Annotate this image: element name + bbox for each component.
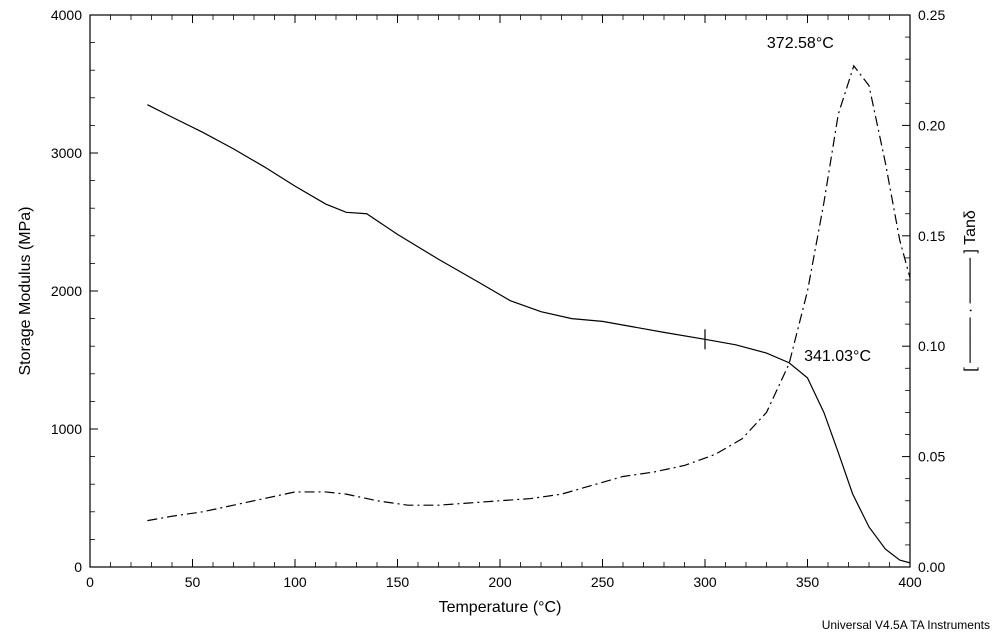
x-axis-label: Temperature (°C) [439, 599, 562, 616]
x-tick-label: 350 [796, 574, 820, 590]
y-right-tick-label: 0.00 [918, 559, 945, 575]
chart-svg: 0 50 100 150 200 250 300 350 400 Temperature (°C)… [0, 0, 1000, 637]
storage-modulus-curve [147, 105, 910, 563]
x-tick-label: 0 [86, 574, 94, 590]
y-left-axis-label: Storage Modulus (MPa) [17, 207, 34, 376]
x-tick-label: 50 [185, 574, 201, 590]
y-right-tick-label: 0.10 [918, 338, 945, 354]
x-tick-label: 300 [693, 574, 717, 590]
y-left-tick-label: 4000 [51, 7, 82, 23]
y-right-tick-label: 0.15 [918, 228, 945, 244]
software-credit: Universal V4.5A TA Instruments [822, 618, 990, 632]
x-tick-label: 400 [898, 574, 922, 590]
peak-annotation: 341.03°C [804, 348, 871, 365]
plot-frame [90, 15, 910, 567]
y-left-tick-label: 0 [74, 559, 82, 575]
y-right-tick-label: 0.25 [918, 7, 945, 23]
x-tick-label: 250 [591, 574, 615, 590]
tan-delta-curve [147, 66, 910, 521]
x-tick-label: 100 [283, 574, 307, 590]
y-right-tick-label: 0.20 [918, 117, 945, 133]
x-tick-label: 150 [386, 574, 410, 590]
peak-annotation: 372.58°C [767, 35, 834, 52]
y-left-tick-label: 1000 [51, 421, 82, 437]
y-right-tick-label: 0.05 [918, 449, 945, 465]
y-left-tick-label: 2000 [51, 283, 82, 299]
y-left-tick-label: 3000 [51, 145, 82, 161]
dma-chart: 0 50 100 150 200 250 300 350 400 Temperature (°C)… [0, 0, 1000, 637]
y-right-axis-label: [ ──── · ──── ] Tanδ [962, 210, 979, 372]
x-tick-label: 200 [488, 574, 512, 590]
